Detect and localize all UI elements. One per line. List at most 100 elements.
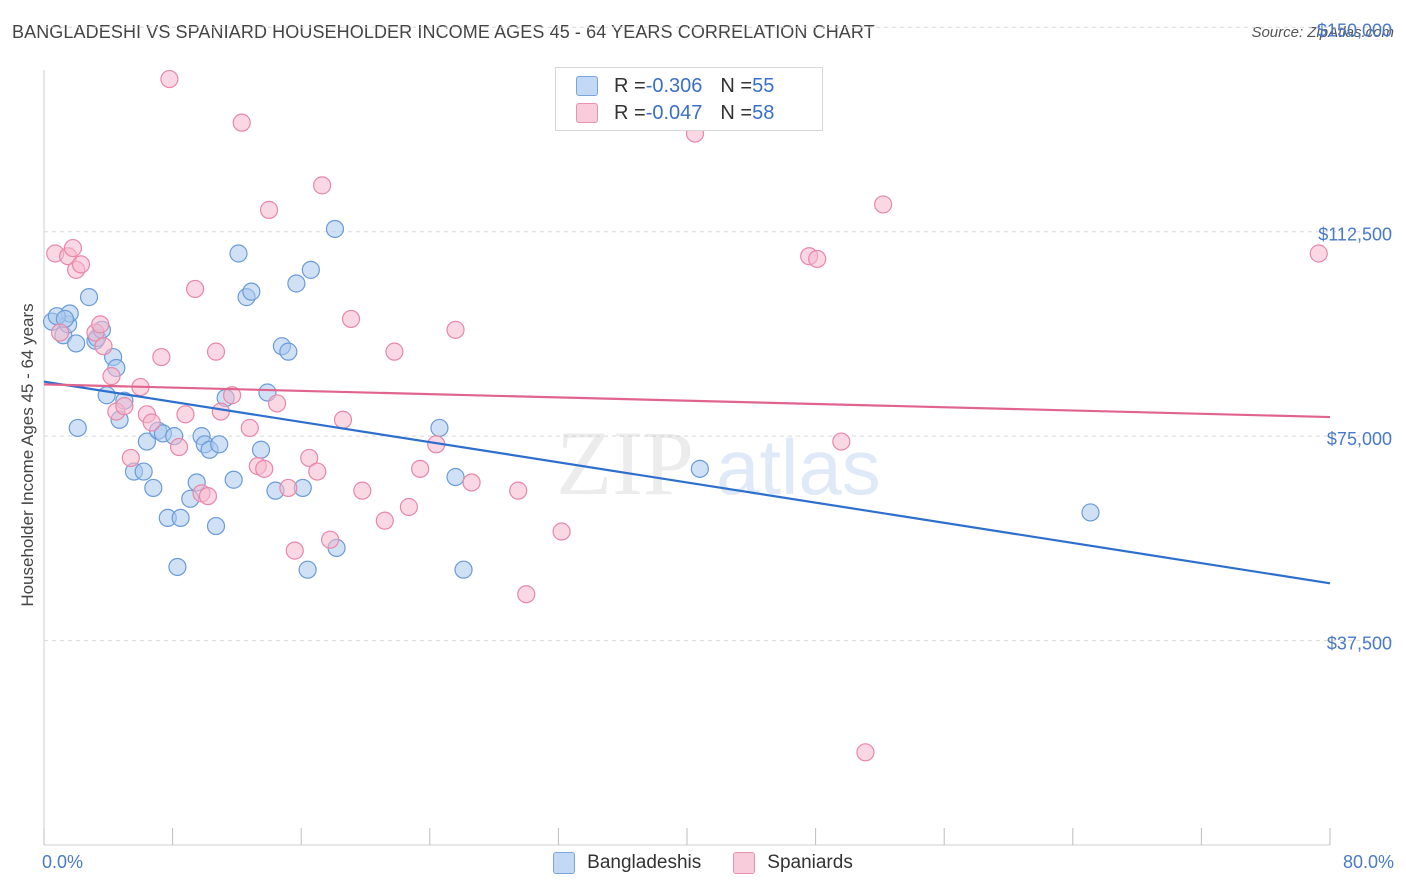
bangladeshi-point	[301, 260, 320, 279]
x-ticks	[43, 828, 1331, 845]
spaniard-point	[232, 113, 251, 132]
spaniard-point	[308, 462, 327, 481]
chart-title: BANGLADESHI VS SPANIARD HOUSEHOLDER INCO…	[12, 22, 875, 42]
spaniard-point	[385, 342, 404, 361]
watermark: ZIP atlas	[556, 412, 881, 514]
spaniard-point	[142, 413, 161, 432]
legend-r-value: -0.047	[645, 101, 703, 124]
spaniard-point	[160, 69, 179, 89]
spaniard-point	[517, 585, 536, 604]
spaniard-point	[279, 478, 298, 498]
bangladeshi-point	[79, 288, 99, 307]
spaniard-point	[63, 238, 83, 258]
spaniard-trendline	[43, 383, 1331, 419]
spaniard-point	[206, 342, 226, 361]
spaniard-point	[353, 481, 372, 500]
spaniard-point	[808, 249, 827, 269]
x-tick-label-min: 0.0%	[42, 852, 84, 872]
legend-r-value: -0.306	[645, 74, 703, 97]
bangladeshi-point	[430, 418, 449, 438]
spaniard-point	[71, 255, 91, 274]
bangladeshi-point	[137, 432, 156, 451]
legend-n-label: N =	[720, 101, 753, 124]
bangladeshi-point	[690, 459, 709, 478]
y-tick-label: $75,000	[1327, 429, 1392, 449]
series-legend: Bangladeshis Spaniards	[0, 852, 1406, 874]
bangladeshi-point	[134, 462, 153, 481]
spaniard-point	[462, 473, 481, 492]
bangladeshi-point	[446, 467, 465, 487]
bangladeshi-point	[171, 508, 190, 528]
legend-item-bangladeshis: Bangladeshis	[553, 852, 701, 874]
y-tick-label: $150,000	[1317, 20, 1392, 40]
spaniard-point	[176, 405, 195, 424]
spaniard-point	[552, 522, 571, 541]
bangladeshi-point	[454, 560, 473, 579]
spaniard-point	[321, 530, 340, 549]
bangladeshi-point	[287, 274, 306, 293]
gridlines	[44, 26, 1392, 642]
y-tick-labels: $150,000 $112,500 $75,000 $37,500	[1317, 20, 1392, 653]
spaniard-point	[411, 459, 430, 478]
y-tick-label: $112,500	[1318, 225, 1392, 245]
spaniard-point	[832, 432, 851, 451]
legend-row-spaniards: R = -0.047 N = 58	[576, 101, 774, 125]
series-bangladeshis-points	[42, 219, 1100, 579]
trendlines	[43, 380, 1331, 585]
spaniard-point	[50, 323, 70, 342]
bangladeshi-trendline	[43, 380, 1331, 585]
bangladeshi-point	[168, 557, 187, 577]
legend-n-value: 55	[752, 74, 775, 97]
spaniard-point	[1309, 244, 1328, 263]
legend-row-bangladeshis: R = -0.306 N = 55	[576, 74, 774, 98]
bangladeshi-point	[251, 440, 271, 459]
spaniard-point	[222, 386, 242, 405]
legend-label-spaniards: Spaniards	[767, 852, 853, 873]
spaniard-point	[312, 176, 332, 195]
spaniard-point	[255, 459, 274, 478]
spaniard-point	[94, 337, 113, 356]
spaniard-point	[509, 481, 528, 500]
spaniard-point	[375, 511, 394, 530]
spaniard-point	[121, 448, 140, 468]
spaniard-point	[211, 402, 230, 421]
y-tick-label: $37,500	[1327, 634, 1392, 654]
bangladeshi-point	[67, 334, 86, 353]
spaniard-point	[341, 309, 361, 329]
bangladeshi-point	[1081, 503, 1100, 522]
bangladeshi-point	[242, 282, 261, 301]
bangladeshi-point	[325, 219, 345, 239]
spaniard-point	[267, 394, 287, 413]
bangladeshi-point	[97, 386, 116, 405]
bangladeshi-point	[224, 470, 243, 489]
spaniard-point	[115, 397, 134, 416]
legend-swatch-pink	[733, 852, 756, 874]
legend-n-value: 58	[752, 101, 775, 124]
legend-r-label: R =	[614, 101, 646, 124]
spaniard-point	[259, 200, 279, 219]
legend-swatch-blue	[576, 76, 598, 96]
x-tick-label-max: 80.0%	[1342, 852, 1394, 872]
series-spaniards-points	[46, 69, 1328, 762]
legend-n-label: N =	[720, 74, 753, 97]
spaniard-point	[333, 410, 353, 429]
spaniard-point	[198, 486, 218, 506]
spaniard-point	[240, 418, 259, 438]
legend-swatch-blue	[553, 852, 576, 874]
spaniard-point	[186, 279, 205, 299]
spaniard-point	[169, 437, 189, 457]
bangladeshi-point	[279, 342, 298, 361]
legend-swatch-pink	[576, 103, 598, 123]
bangladeshi-point	[229, 244, 248, 263]
spaniard-point	[102, 367, 121, 386]
spaniard-point	[446, 320, 465, 339]
legend-label-bangladeshis: Bangladeshis	[587, 852, 702, 873]
bangladeshi-point	[68, 418, 87, 438]
watermark-zip: ZIP	[556, 412, 694, 514]
source-credit: Source: ZipAtlas.com	[1251, 24, 1394, 41]
legend-r-label: R =	[614, 74, 646, 97]
spaniard-point	[300, 448, 319, 468]
watermark-atlas: atlas	[716, 423, 881, 511]
correlation-legend: R = -0.306 N = 55 R = -0.047 N = 58	[555, 67, 823, 131]
